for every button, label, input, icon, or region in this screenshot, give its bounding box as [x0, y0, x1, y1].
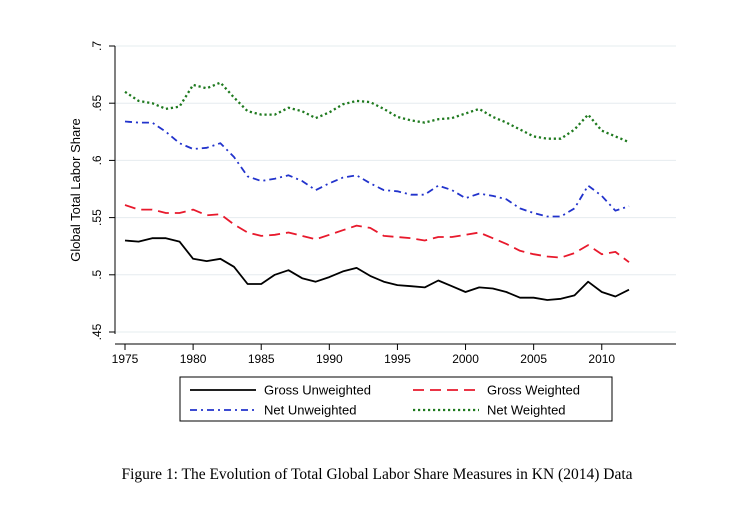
x-tick-label: 1995 — [384, 352, 411, 366]
x-tick-label: 2005 — [520, 352, 547, 366]
figure-caption: Figure 1: The Evolution of Total Global … — [121, 466, 633, 483]
legend-label: Gross Unweighted — [264, 383, 371, 398]
legend: Gross Unweighted Gross Weighted Net Unweig… — [179, 376, 613, 422]
x-tick-label: 2000 — [452, 352, 479, 366]
y-tick-label: .7 — [90, 41, 104, 51]
legend-box — [179, 376, 613, 422]
x-tick-label: 1990 — [316, 352, 343, 366]
legend-label: Gross Weighted — [487, 383, 580, 398]
y-tick-label: .45 — [90, 323, 104, 340]
series-lines — [124, 81, 630, 301]
y-tick-label: .65 — [90, 95, 104, 112]
series-line-net-weighted — [124, 81, 630, 144]
y-axis-label: Global Total Labor Share — [68, 118, 83, 262]
y-tick-label: .55 — [90, 209, 104, 226]
legend-label: Net Weighted — [487, 403, 566, 418]
gridlines — [115, 45, 676, 333]
x-axis-ticks: 1975 1980 1985 1990 1995 2000 2005 2010 — [112, 344, 615, 366]
y-tick-label: .6 — [90, 155, 104, 165]
x-tick-label: 1985 — [248, 352, 275, 366]
legend-label: Net Unweighted — [264, 403, 357, 418]
y-axis-ticks: .45 .5 .55 .6 .65 .7 — [90, 41, 115, 340]
x-tick-label: 2010 — [588, 352, 615, 366]
x-tick-label: 1975 — [112, 352, 139, 366]
series-line-net-unweighted — [124, 120, 630, 218]
y-tick-label: .5 — [90, 269, 104, 279]
series-line-gross-unweighted — [124, 237, 630, 301]
x-tick-label: 1980 — [180, 352, 207, 366]
series-line-gross-weighted — [124, 204, 630, 263]
